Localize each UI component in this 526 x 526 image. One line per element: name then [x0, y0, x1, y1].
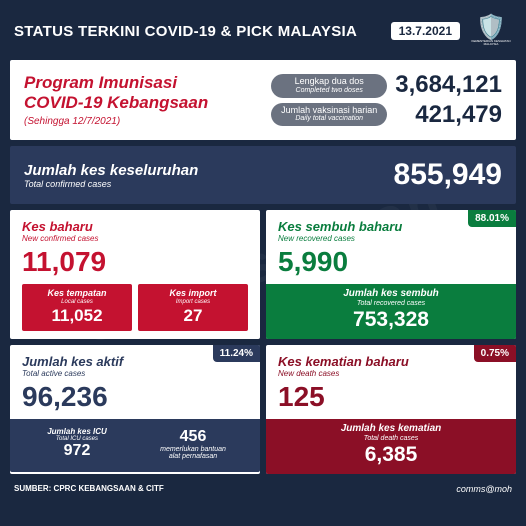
ventilator-col: 456 memerlukan bantuan alat pernafasan — [138, 424, 248, 465]
vaccination-title-block: Program Imunisasi COVID-19 Kebangsaan (S… — [24, 73, 263, 126]
vaccination-numbers: 3,684,121 421,479 — [395, 70, 502, 130]
deaths-title: Kes kematian baharu — [278, 355, 504, 369]
total-cases-panel: Jumlah kes keseluruhan Total confirmed c… — [10, 146, 516, 204]
import-label: Kes import — [144, 289, 242, 298]
new-cases-title: Kes baharu — [22, 220, 248, 234]
vent-label1: memerlukan bantuan — [140, 446, 246, 453]
active-sub: Total active cases — [22, 369, 248, 378]
icu-label: Jumlah kes ICU — [24, 428, 130, 436]
deaths-panel: 0.75% Kes kematian baharu New death case… — [266, 345, 516, 474]
header-title: STATUS TERKINI COVID-19 & PICK MALAYSIA — [14, 23, 383, 40]
header-date: 13.7.2021 — [391, 22, 460, 40]
new-cases-panel: Kes baharu New confirmed cases 11,079 Ke… — [10, 210, 260, 339]
deaths-total-band: Jumlah kes kematian Total death cases 6,… — [266, 419, 516, 474]
two-dose-number: 3,684,121 — [395, 70, 502, 100]
recovered-total-sub: Total recovered cases — [278, 300, 504, 307]
vent-number: 456 — [140, 428, 246, 446]
recovered-total-number: 753,328 — [278, 308, 504, 332]
vax-title-line1: Program Imunisasi — [24, 73, 263, 93]
daily-vax-number: 421,479 — [395, 100, 502, 130]
pill-daily-total: Jumlah vaksinasi harian Daily total vacc… — [271, 103, 387, 127]
new-cases-breakdown: Kes tempatan Local cases 11,052 Kes impo… — [22, 284, 248, 330]
footer: SUMBER: CPRC KEBANGSAAN & CITF comms@moh — [0, 480, 526, 494]
logo-text: KEMENTERIAN KESIHATAN MALAYSIA — [470, 40, 512, 46]
import-sub: Import cases — [144, 299, 242, 305]
deaths-total-number: 6,385 — [278, 443, 504, 467]
footer-source: SUMBER: CPRC KEBANGSAAN & CITF — [14, 484, 164, 493]
deaths-total-sub: Total death cases — [278, 435, 504, 442]
active-number: 96,236 — [22, 381, 248, 413]
active-cases-panel: 11.24% Jumlah kes aktif Total active cas… — [10, 345, 260, 474]
recovered-total-band: Jumlah kes sembuh Total recovered cases … — [266, 284, 516, 339]
new-cases-sub: New confirmed cases — [22, 234, 248, 243]
import-cases-box: Kes import Import cases 27 — [138, 284, 248, 330]
vent-label2: alat pernafasan — [140, 453, 246, 460]
vax-subtitle: (Sehingga 12/7/2021) — [24, 116, 263, 127]
pill-two-doses: Lengkap dua dos Completed two doses — [271, 74, 387, 98]
crest-icon: 🛡️ — [476, 16, 506, 40]
pill-label: Lengkap dua dos — [281, 77, 377, 87]
local-number: 11,052 — [28, 306, 126, 326]
local-label: Kes tempatan — [28, 289, 126, 298]
infographic-container: comms@moh STATUS TERKINI COVID-19 & PICK… — [0, 0, 526, 526]
deaths-sub: New death cases — [278, 369, 504, 378]
deaths-number: 125 — [278, 381, 504, 413]
icu-col: Jumlah kes ICU Total ICU cases 972 — [22, 424, 132, 465]
pill-sub: Daily total vaccination — [281, 115, 377, 123]
vax-title-line2: COVID-19 Kebangsaan — [24, 93, 263, 113]
total-cases-label: Jumlah kes keseluruhan — [24, 162, 394, 179]
local-cases-box: Kes tempatan Local cases 11,052 — [22, 284, 132, 330]
recovered-badge: 88.01% — [468, 210, 516, 227]
pill-sub: Completed two doses — [281, 87, 377, 95]
recovered-panel: 88.01% Kes sembuh baharu New recovered c… — [266, 210, 516, 339]
moh-logo: 🛡️ KEMENTERIAN KESIHATAN MALAYSIA — [470, 10, 512, 52]
active-split: Jumlah kes ICU Total ICU cases 972 456 m… — [22, 424, 248, 465]
total-cases-number: 855,949 — [394, 158, 502, 192]
footer-handle: comms@moh — [456, 484, 512, 494]
deaths-badge: 0.75% — [474, 345, 516, 362]
local-sub: Local cases — [28, 299, 126, 305]
new-cases-number: 11,079 — [22, 246, 248, 278]
stats-grid: Kes baharu New confirmed cases 11,079 Ke… — [10, 210, 516, 474]
deaths-total-label: Jumlah kes kematian — [278, 424, 504, 435]
recovered-number: 5,990 — [278, 246, 504, 278]
recovered-total-label: Jumlah kes sembuh — [278, 289, 504, 300]
header: STATUS TERKINI COVID-19 & PICK MALAYSIA … — [0, 0, 526, 60]
icu-number: 972 — [24, 442, 130, 460]
vaccination-panel: Program Imunisasi COVID-19 Kebangsaan (S… — [10, 60, 516, 140]
content-area: Program Imunisasi COVID-19 Kebangsaan (S… — [0, 60, 526, 480]
active-badge: 11.24% — [213, 345, 260, 362]
total-cases-sub: Total confirmed cases — [24, 179, 394, 189]
import-number: 27 — [144, 306, 242, 326]
pill-label: Jumlah vaksinasi harian — [281, 106, 377, 116]
recovered-sub: New recovered cases — [278, 234, 504, 243]
active-breakdown-band: Jumlah kes ICU Total ICU cases 972 456 m… — [10, 419, 260, 472]
total-cases-label-block: Jumlah kes keseluruhan Total confirmed c… — [24, 162, 394, 189]
vaccination-pills: Lengkap dua dos Completed two doses Juml… — [271, 74, 387, 126]
